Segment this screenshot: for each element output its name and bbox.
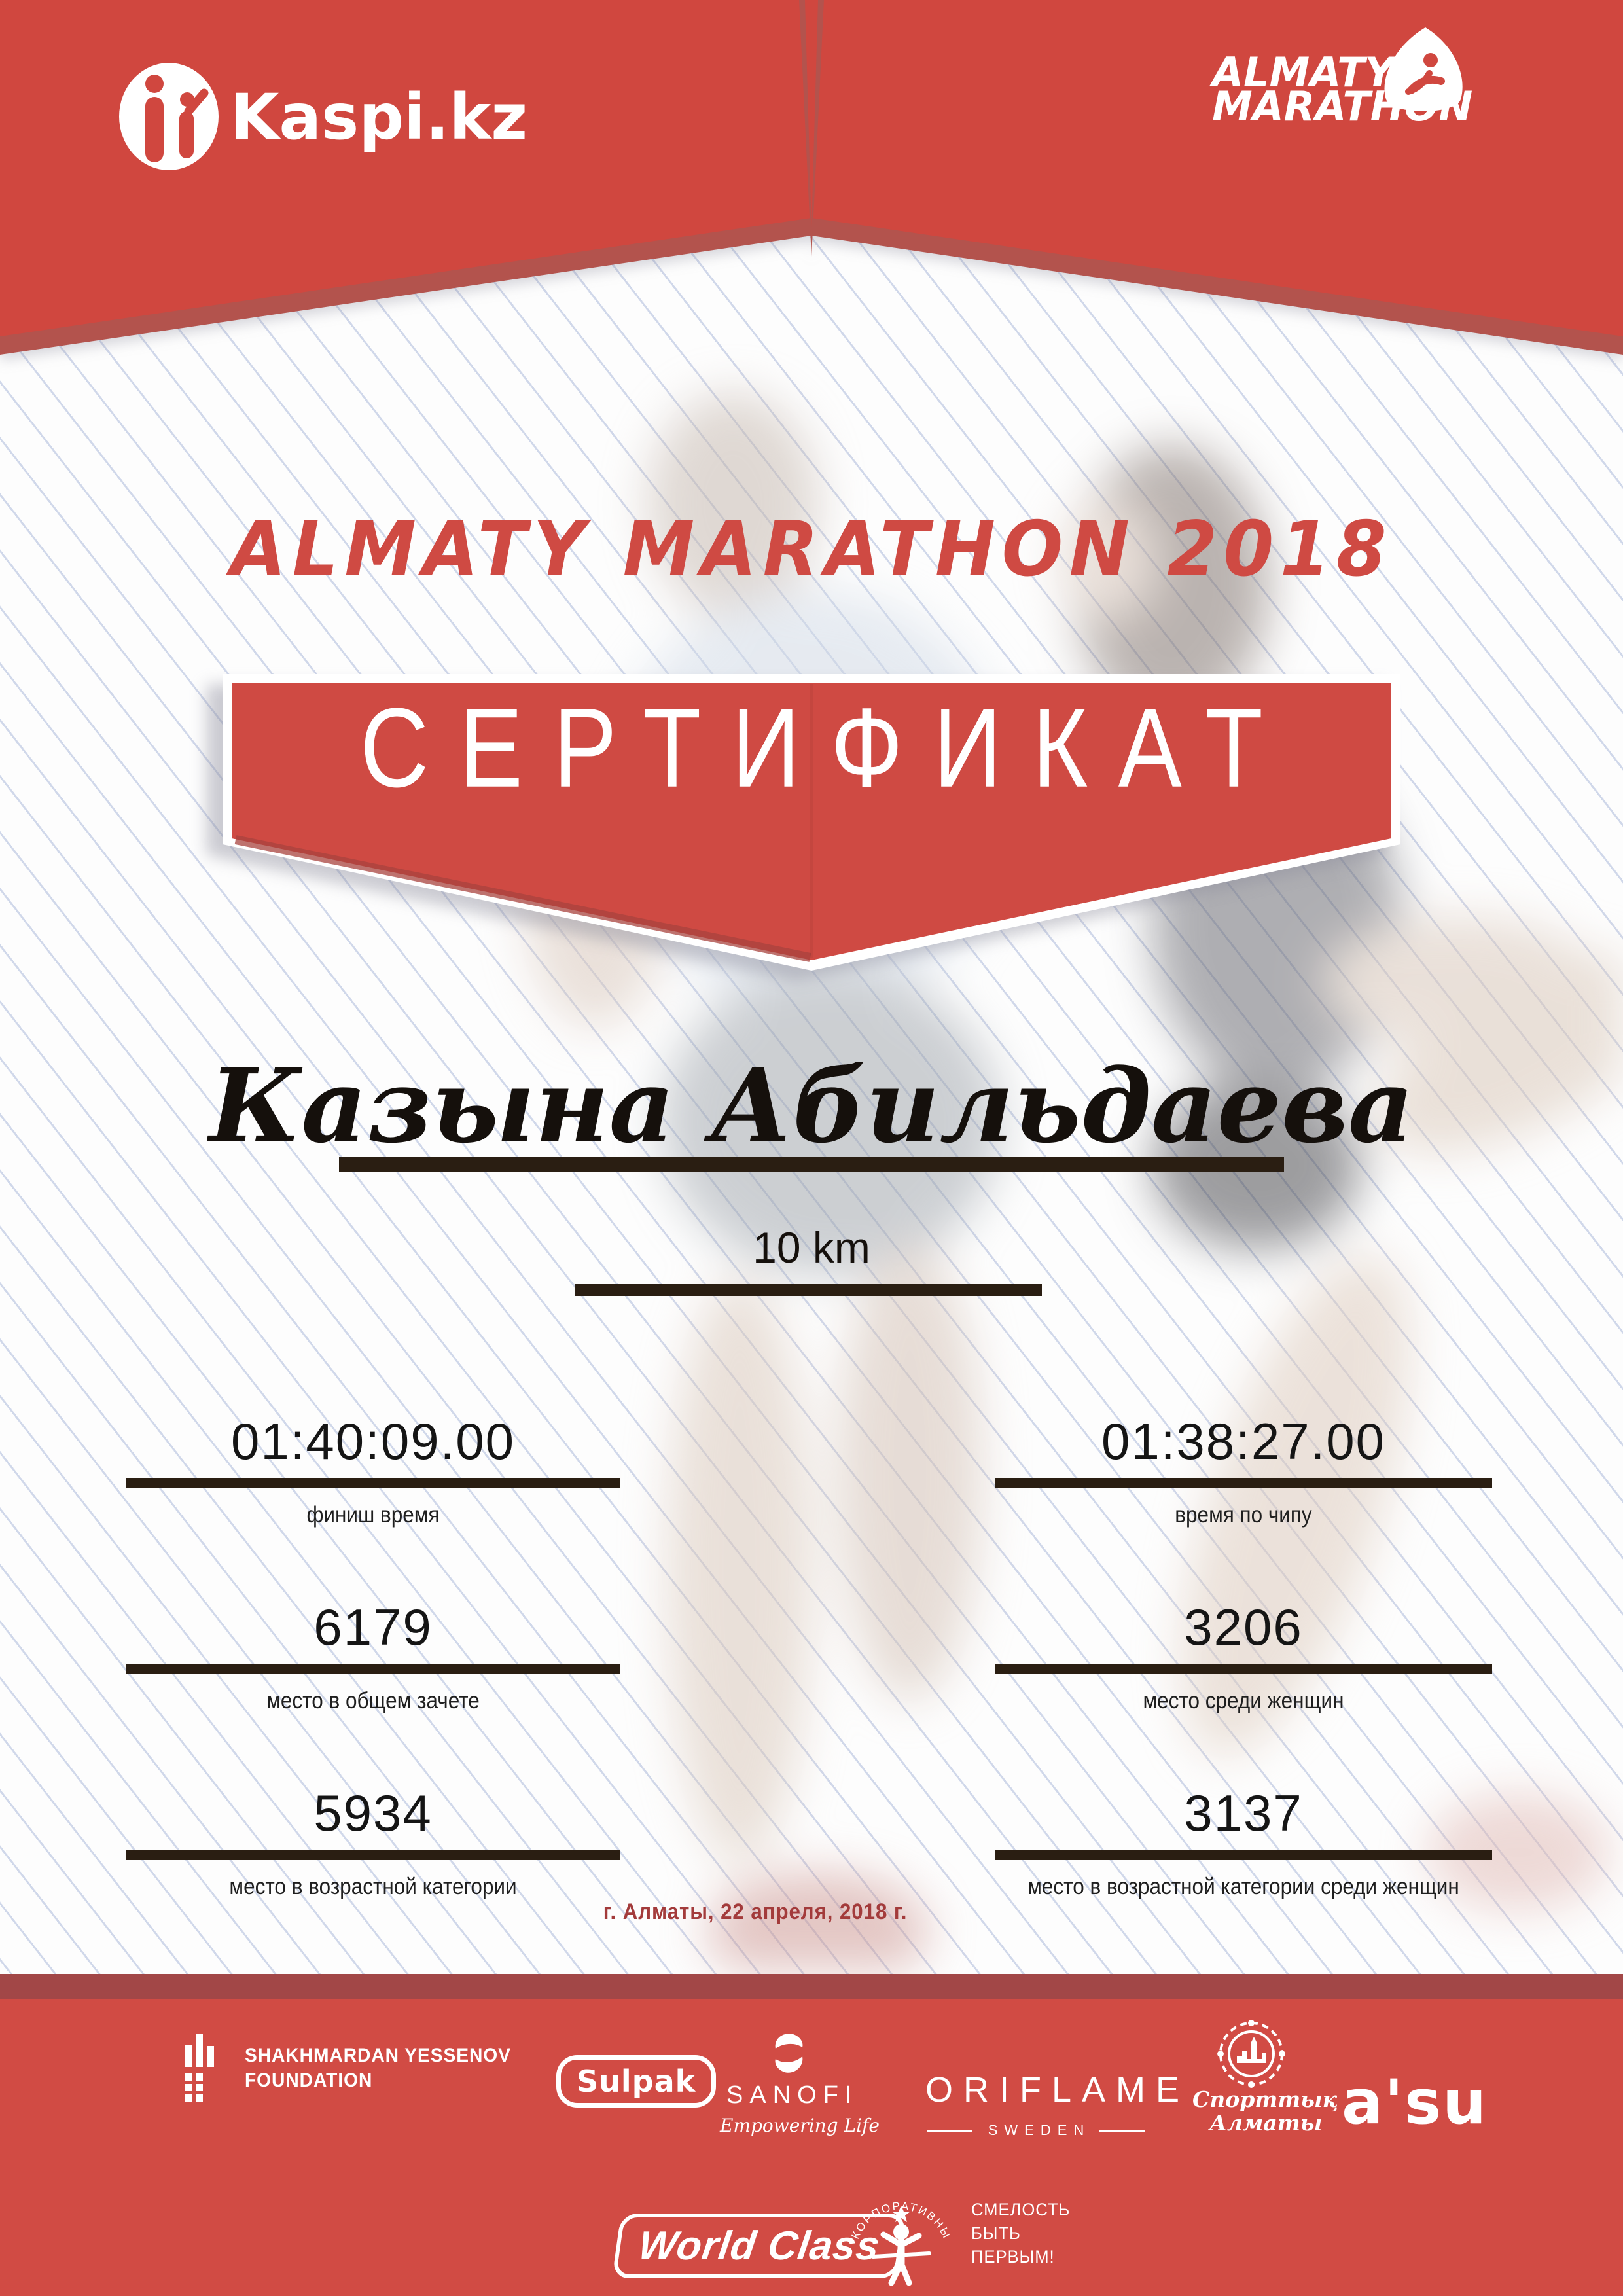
oriflame-rule-right: [1099, 2129, 1146, 2132]
kaspi-logo-circle: [119, 63, 219, 170]
shield-inner-shade: [234, 835, 812, 962]
runner-icon-head: [1423, 53, 1438, 67]
yessenov-name-line2: FOUNDATION: [245, 2070, 373, 2091]
runner-icon-leg: [1405, 70, 1433, 95]
asu-wordmark: a'su: [1342, 2067, 1488, 2138]
stat-underline: [995, 1664, 1492, 1674]
stat-chip-time: 01:38:27.00 время по чипу: [952, 1405, 1535, 1529]
kaspi-logo: Kaspi.kz: [119, 63, 527, 170]
sponsor-asu: a'su: [1342, 2067, 1488, 2138]
sanofi-wordmark: SANOFI: [726, 2081, 859, 2109]
stat-overall-place: 6179 место в общем зачете: [111, 1590, 635, 1715]
photo-blob: [838, 1244, 982, 1702]
stat-label: финиш время: [306, 1502, 440, 1528]
fund-star-icon: [892, 2206, 910, 2222]
stat-underline: [126, 1664, 620, 1674]
fund-runner-head: [893, 2224, 909, 2240]
distance-underline: [575, 1284, 1042, 1296]
almaty-marathon-logo-line1: ALMATY: [1209, 48, 1399, 96]
stats-column-right: 01:38:27.00 время по чипу 3206 место сре…: [952, 1405, 1535, 1962]
certificate-shield: [196, 645, 1427, 995]
event-title: ALMATY MARATHON 2018: [230, 505, 1393, 594]
sponsor-corporate-fund: КОРПОРАТИВНЫЙ ФОНД СМЕЛОСТЬ БЫТЬ ПЕРВЫМ!: [846, 2177, 1075, 2289]
stat-label: место среди женщин: [1143, 1688, 1344, 1713]
footer-maroon-strip: [0, 1974, 1623, 1999]
stat-label: место в возрастной категории: [229, 1874, 517, 1899]
photo-blob: [1060, 497, 1158, 622]
photo-blob: [707, 1872, 929, 1970]
stat-underline: [126, 1850, 620, 1860]
kaspi-logo-text: Kaspi.kz: [230, 81, 527, 154]
stat-underline: [995, 1850, 1492, 1860]
sport-almaty-name-line2: Алматы: [1209, 2110, 1323, 2136]
fund-slogan-line3: ПЕРВЫМ!: [971, 2247, 1055, 2267]
footer-band: [0, 1999, 1623, 2296]
sponsor-oriflame: ORIFLAME SWEDEN: [915, 2070, 1190, 2139]
header-ribbon: Kaspi.kz ALMATY MARATHON: [0, 0, 1623, 355]
fund-slogan-line2: БЫТЬ: [971, 2223, 1021, 2243]
sport-almaty-emblem-icon: [1217, 2020, 1285, 2088]
sponsor-sport-almaty: Спорттық Алматы: [1192, 2020, 1338, 2136]
almaty-marathon-logo: ALMATY MARATHON: [1209, 27, 1472, 130]
sponsor-yessenov-foundation: SHAKHMARDAN YESSENOV FOUNDATION: [185, 2034, 528, 2102]
corporate-fund-emblem-icon: КОРПОРАТИВНЫЙ ФОНД: [846, 2177, 952, 2286]
shield-red-body: [232, 683, 1391, 960]
stat-underline: [126, 1478, 620, 1488]
stat-age-category-women-place: 3137 место в возрастной категории среди …: [952, 1776, 1535, 1901]
photo-blob: [668, 1276, 812, 1865]
stat-value: 3206: [1184, 1598, 1303, 1656]
stat-age-category-place: 5934 место в возрастной категории: [111, 1776, 635, 1901]
stat-value: 01:38:27.00: [1101, 1412, 1386, 1470]
fund-runner-legs: [888, 2260, 912, 2286]
yessenov-foundation-icon: [185, 2034, 214, 2102]
kaspi-figure-adult-body: [145, 97, 164, 162]
kaspi-figure-adult-head: [145, 75, 164, 93]
sponsor-sulpak: Sulpak: [556, 2055, 717, 2108]
stat-finish-time: 01:40:09.00 финиш время: [111, 1405, 635, 1529]
distance-value: 10 km: [753, 1223, 870, 1272]
stat-value: 6179: [313, 1598, 433, 1656]
kaspi-figure-child-arm: [184, 88, 209, 116]
oriflame-rule-left: [926, 2129, 972, 2132]
name-underline: [339, 1157, 1284, 1172]
stat-women-place: 3206 место среди женщин: [952, 1590, 1535, 1715]
fund-slogan-line1: СМЕЛОСТЬ: [971, 2200, 1071, 2219]
stat-underline: [995, 1478, 1492, 1488]
stats-column-left: 01:40:09.00 финиш время 6179 место в общ…: [111, 1405, 635, 1962]
sport-almaty-name-line1: Спорттық: [1192, 2087, 1338, 2112]
fund-finish-tape: [871, 2251, 931, 2259]
sulpak-wordmark: Sulpak: [577, 2064, 696, 2099]
yessenov-name-line1: SHAKHMARDAN YESSENOV: [245, 2045, 511, 2066]
stat-value: 01:40:09.00: [230, 1412, 516, 1470]
stat-value: 3137: [1184, 1784, 1303, 1842]
stat-label: место в общем зачете: [266, 1688, 480, 1713]
photo-blob: [648, 393, 818, 615]
kaspi-figure-child-body: [179, 111, 194, 158]
date-location: г. Алматы, 22 апреля, 2018 г.: [603, 1899, 908, 1924]
certificate-label: СЕРТИФИКАТ: [360, 683, 1294, 811]
oriflame-sub-label: SWEDEN: [988, 2122, 1091, 2138]
stat-value: 5934: [313, 1784, 433, 1842]
stat-label: место в возрастной категории среди женщи…: [1027, 1874, 1459, 1899]
sanofi-bird-icon: [775, 2034, 803, 2073]
participant-name: Казына Абильдаева: [209, 1046, 1414, 1166]
header-ribbon-fold-light: [805, 0, 818, 228]
oriflame-wordmark: ORIFLAME: [925, 2070, 1190, 2109]
stat-label: время по чипу: [1175, 1502, 1312, 1528]
almaty-marathon-drop-icon: [1384, 27, 1463, 111]
sanofi-tagline: Empowering Life: [720, 2115, 880, 2136]
photo-blob: [661, 969, 1001, 1276]
sponsor-sanofi: SANOFI Empowering Life: [720, 2030, 880, 2136]
